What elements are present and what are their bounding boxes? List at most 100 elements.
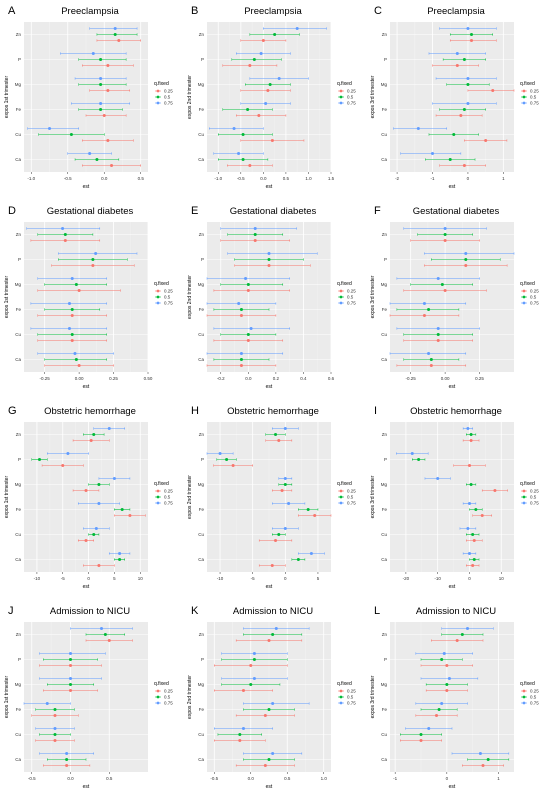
data-point: [61, 464, 65, 467]
data-point: [69, 652, 72, 655]
legend-point: [522, 301, 526, 305]
legend-point: [522, 89, 526, 93]
legend-point: [339, 695, 343, 699]
data-point: [283, 483, 287, 486]
data-point: [70, 277, 74, 280]
legend-label: 0.75: [347, 501, 356, 506]
legend-title: q.fixed: [154, 481, 169, 487]
tick-label-y: Fe: [382, 307, 388, 312]
data-point: [249, 664, 253, 667]
data-point: [252, 677, 256, 680]
data-point: [455, 64, 459, 67]
data-point: [466, 627, 469, 630]
tick-label-y: Ca: [381, 157, 387, 162]
legend-point: [522, 101, 526, 105]
legend-label: 0.25: [530, 89, 539, 94]
panel-title: Admission to NICU: [50, 606, 130, 617]
legend-label: 0.25: [347, 289, 356, 294]
data-point: [92, 533, 96, 536]
data-point: [467, 464, 471, 467]
x-axis-label: est: [449, 584, 456, 590]
data-point: [469, 439, 473, 442]
legend-label: 0.75: [347, 101, 356, 106]
plot-background: [207, 222, 331, 372]
y-axis-label: expos 2nd trimester: [187, 475, 193, 519]
panel-G: G Obstetric hemorrhage -10 -5 0 5 10 Zn P Mg Fe Cu C…: [4, 405, 173, 590]
data-point: [267, 639, 271, 642]
data-point: [417, 458, 421, 461]
data-point: [280, 489, 284, 492]
data-point: [91, 52, 95, 55]
legend-label: 0.25: [164, 489, 173, 494]
tick-label-y: Ca: [15, 757, 21, 762]
legend-label: 0.75: [347, 301, 356, 306]
x-axis-label: est: [449, 384, 456, 390]
tick-label-y: Zn: [199, 432, 205, 437]
data-point: [69, 664, 72, 667]
data-point: [110, 164, 114, 167]
x-axis-label: est: [266, 384, 273, 390]
data-point: [429, 358, 433, 361]
data-point: [106, 89, 110, 92]
tick-label-y: Cu: [381, 732, 387, 737]
tick-label-x: -1.0: [214, 176, 222, 181]
panel-letter: F: [374, 205, 381, 217]
data-point: [443, 233, 447, 236]
legend-point: [339, 295, 343, 299]
legend-point: [156, 501, 160, 505]
x-axis-label: est: [83, 184, 90, 190]
tick-label-y: Zn: [16, 232, 22, 237]
panel-letter: H: [191, 405, 199, 417]
data-point: [225, 458, 229, 461]
tick-label-x: 0: [446, 776, 449, 781]
data-point: [253, 233, 257, 236]
data-point: [67, 302, 71, 305]
plot-background: [390, 622, 514, 772]
data-point: [480, 514, 484, 517]
x-axis-label: est: [83, 584, 90, 590]
data-point: [232, 127, 236, 130]
data-point: [422, 302, 426, 305]
tick-label-y: Mg: [15, 682, 22, 687]
tick-label-x: 0.5: [138, 176, 145, 181]
legend-point: [339, 701, 343, 705]
tick-label-y: P: [384, 57, 387, 62]
legend-label: 0.25: [164, 689, 173, 694]
data-point: [436, 277, 440, 280]
tick-label-x: 0.0: [260, 176, 267, 181]
data-point: [478, 752, 482, 755]
tick-label-x: 0.50: [144, 376, 153, 381]
legend-point: [339, 289, 343, 293]
tick-label-y: P: [384, 657, 387, 662]
legend-point: [156, 289, 160, 293]
tick-label-x: -0.2: [217, 376, 225, 381]
legend-point: [522, 495, 526, 499]
tick-label-y: Zn: [16, 632, 22, 637]
data-point: [89, 439, 93, 442]
data-point: [460, 633, 464, 636]
data-point: [266, 89, 270, 92]
legend-label: 0.75: [164, 501, 173, 506]
tick-label-x: 0.00: [441, 376, 450, 381]
legend-label: 0.75: [164, 701, 173, 706]
tick-label-y: Cu: [15, 132, 21, 137]
tick-label-x: -0.25: [40, 376, 51, 381]
panel-letter: D: [8, 205, 16, 217]
panel-L: L Admission to NICU -1 0 1 Zn P Mg Fe Cu Ca est expo…: [370, 605, 539, 790]
tick-label-y: Ca: [198, 557, 204, 562]
data-point: [273, 33, 277, 36]
legend-title: q.fixed: [154, 81, 169, 87]
tick-label-x: 1.5: [328, 176, 335, 181]
tick-label-x: -10: [217, 576, 224, 581]
data-point: [239, 308, 243, 311]
legend-point: [339, 301, 343, 305]
legend-point: [156, 295, 160, 299]
panel-D: D Gestational diabetes -0.25 0.00 0.25 0.50 Zn…: [4, 205, 173, 390]
x-axis-label: est: [266, 784, 273, 790]
data-point: [436, 339, 440, 342]
legend-label: 0.75: [164, 301, 173, 306]
data-point: [306, 508, 310, 511]
y-axis-label: expos 2nd trimester: [187, 275, 193, 319]
tick-label-y: Cu: [198, 532, 204, 537]
data-point: [309, 552, 313, 555]
